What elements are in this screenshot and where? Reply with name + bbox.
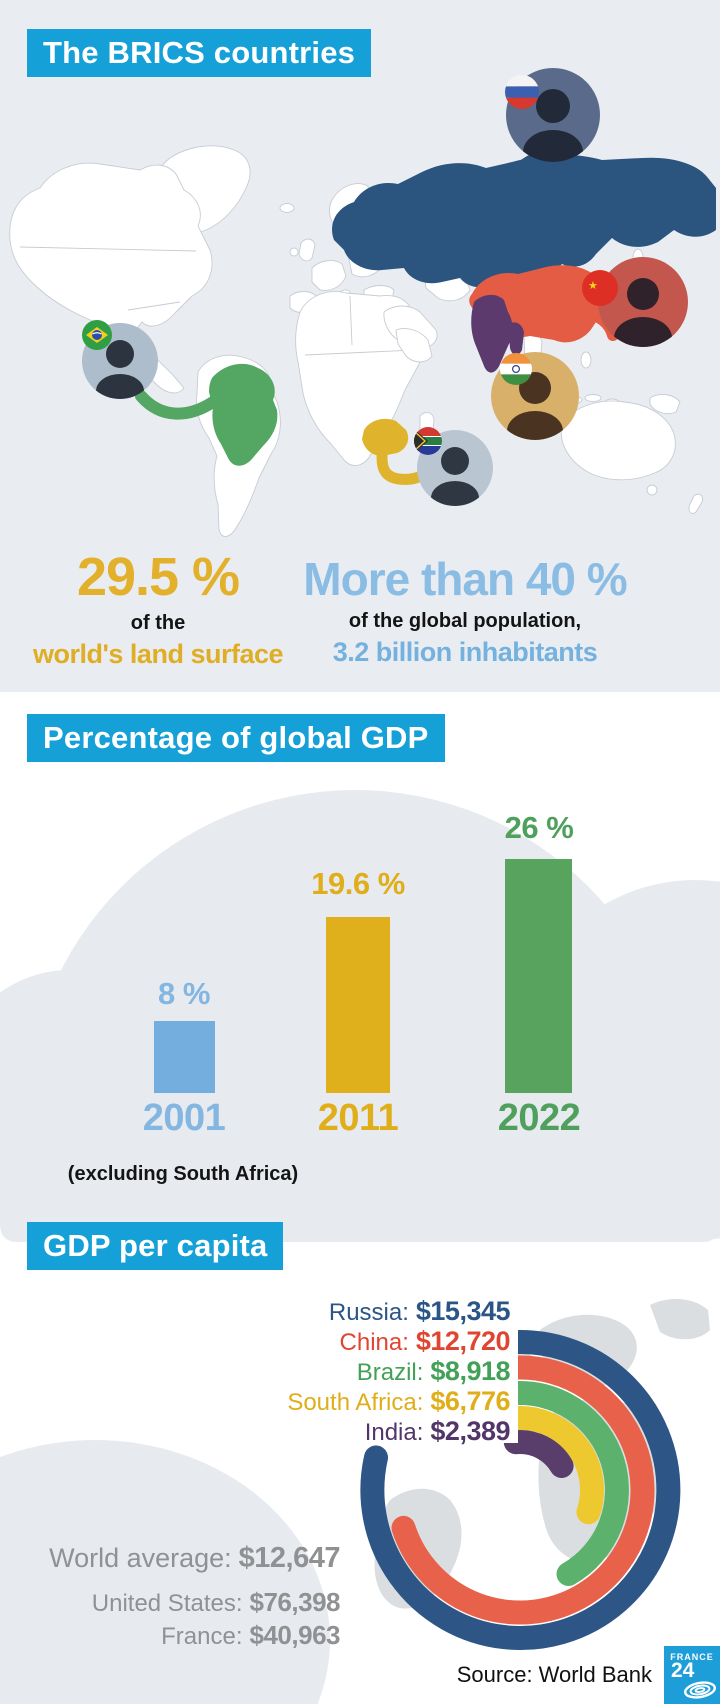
gdp-share-bar-value: 19.6 % <box>311 866 405 901</box>
gdp-comparison-labels: World average: $12,647 United States: $76,… <box>0 1542 340 1651</box>
region-central-europe <box>311 260 347 291</box>
country-label: India: <box>364 1419 424 1446</box>
population-value: More than 40 % <box>303 553 627 605</box>
section-title-gdp-per-capita-label: GDP per capita <box>43 1228 268 1263</box>
country-label: China: <box>339 1329 409 1356</box>
country-india <box>471 294 513 373</box>
section-title-gdp-share: Percentage of global GDP <box>27 714 445 762</box>
gdp-share-bar-year: 2011 <box>317 1097 399 1139</box>
population-line2: 3.2 billion inhabitants <box>332 637 598 667</box>
brics-world-map: ★ <box>9 68 716 537</box>
land-surface-line1: of the <box>130 612 186 634</box>
land-surface-value: 29.5 % <box>76 547 240 607</box>
section-title-gdp-per-capita: GDP per capita <box>27 1222 284 1270</box>
country-label: Russia: <box>328 1299 409 1326</box>
section-title-gdp-share-label: Percentage of global GDP <box>43 720 429 755</box>
arc-brazil <box>499 1381 629 1586</box>
country-south-africa <box>362 418 409 456</box>
country-brazil <box>209 363 278 466</box>
section-title-brics-label: The BRICS countries <box>43 35 356 70</box>
connector-south-africa <box>376 439 425 485</box>
gdp-share-bar <box>154 1021 215 1093</box>
country-label: Brazil: <box>356 1359 424 1386</box>
gdp-per-capita-row: South Africa: $6,776 <box>100 1386 510 1416</box>
gdp-per-capita-row: Brazil: $8,918 <box>100 1356 511 1386</box>
france24-logo-number: 24 <box>671 1659 695 1682</box>
chart-note: (excluding South Africa) <box>67 1163 299 1185</box>
gdp-share-bar-value: 26 % <box>504 810 574 845</box>
comparison-value: $76,398 <box>249 1587 341 1617</box>
france24-logo-text: FRANCE <box>670 1652 714 1662</box>
brazil-flag-icon <box>82 320 112 350</box>
comparison-label: United States: <box>91 1590 243 1617</box>
svg-text:★: ★ <box>588 279 598 292</box>
land-surface-stat: 29.5 % of the world's land surface <box>8 550 308 670</box>
comparison-value: $40,963 <box>249 1620 341 1650</box>
gdp-per-capita-row: India: $2,389 <box>100 1416 511 1446</box>
land-surface-line2: world's land surface <box>33 639 284 669</box>
region-arabia <box>395 328 433 363</box>
country-australia <box>560 400 676 481</box>
country-value: $8,918 <box>430 1356 510 1386</box>
country-value: $2,389 <box>430 1416 510 1446</box>
france24-swirl-icon <box>683 1681 717 1699</box>
country-iceland <box>279 203 295 213</box>
country-value: $6,776 <box>430 1386 510 1416</box>
gdp-per-capita-labels: Russia: $15,345 China: $12,720 Brazil: $8,9… <box>100 1296 510 1446</box>
comparison-row: United States: $76,398 <box>0 1587 341 1618</box>
comparison-row: France: $40,963 <box>0 1620 340 1651</box>
south-africa-flag-icon <box>414 427 442 455</box>
population-line1: of the global population, <box>348 610 582 632</box>
country-russia <box>332 154 716 288</box>
country-label: South Africa: <box>287 1389 424 1416</box>
gdp-per-capita-row: Russia: $15,345 <box>100 1296 511 1326</box>
label-backplate <box>295 1280 518 1443</box>
gdp-share-bar <box>505 859 572 1093</box>
france24-logo: FRANCE 24 <box>664 1646 720 1704</box>
section-title-brics: The BRICS countries <box>27 29 372 77</box>
leader-avatar-china <box>598 257 688 347</box>
arc-russia <box>360 1330 681 1650</box>
arc-india <box>503 1430 574 1478</box>
country-value: $15,345 <box>415 1296 511 1326</box>
comparison-label: World average: <box>49 1543 232 1573</box>
country-uk <box>298 238 316 262</box>
china-flag-icon: ★ <box>582 270 618 306</box>
comparison-label: France: <box>161 1623 243 1650</box>
comparison-value: $12,647 <box>238 1542 341 1574</box>
gdp-share-bar-value: 8 % <box>158 976 210 1011</box>
gdp-share-bar <box>326 917 390 1093</box>
gdp-share-bar-year: 2022 <box>497 1097 581 1139</box>
connector-brazil <box>135 390 219 420</box>
gdp-share-bar-year: 2001 <box>142 1097 226 1139</box>
connector-russia <box>490 152 542 204</box>
gdp-per-capita-radial-chart <box>360 1330 681 1650</box>
cloud-decoration <box>0 1440 330 1704</box>
india-flag-icon <box>500 353 532 385</box>
russia-flag-icon <box>505 75 539 109</box>
arc-china <box>391 1355 655 1625</box>
arc-south-africa <box>501 1406 604 1525</box>
region-myanmar <box>508 322 524 356</box>
country-new-guinea <box>649 394 681 415</box>
population-stat: More than 40 % of the global population,… <box>300 556 630 668</box>
country-value: $12,720 <box>415 1326 511 1356</box>
gdp-per-capita-row: China: $12,720 <box>100 1326 511 1356</box>
comparison-row: World average: $12,647 <box>0 1542 340 1575</box>
leader-avatar-russia <box>506 68 600 162</box>
source-note: Source: World Bank <box>456 1662 652 1687</box>
country-new-zealand <box>688 493 703 514</box>
